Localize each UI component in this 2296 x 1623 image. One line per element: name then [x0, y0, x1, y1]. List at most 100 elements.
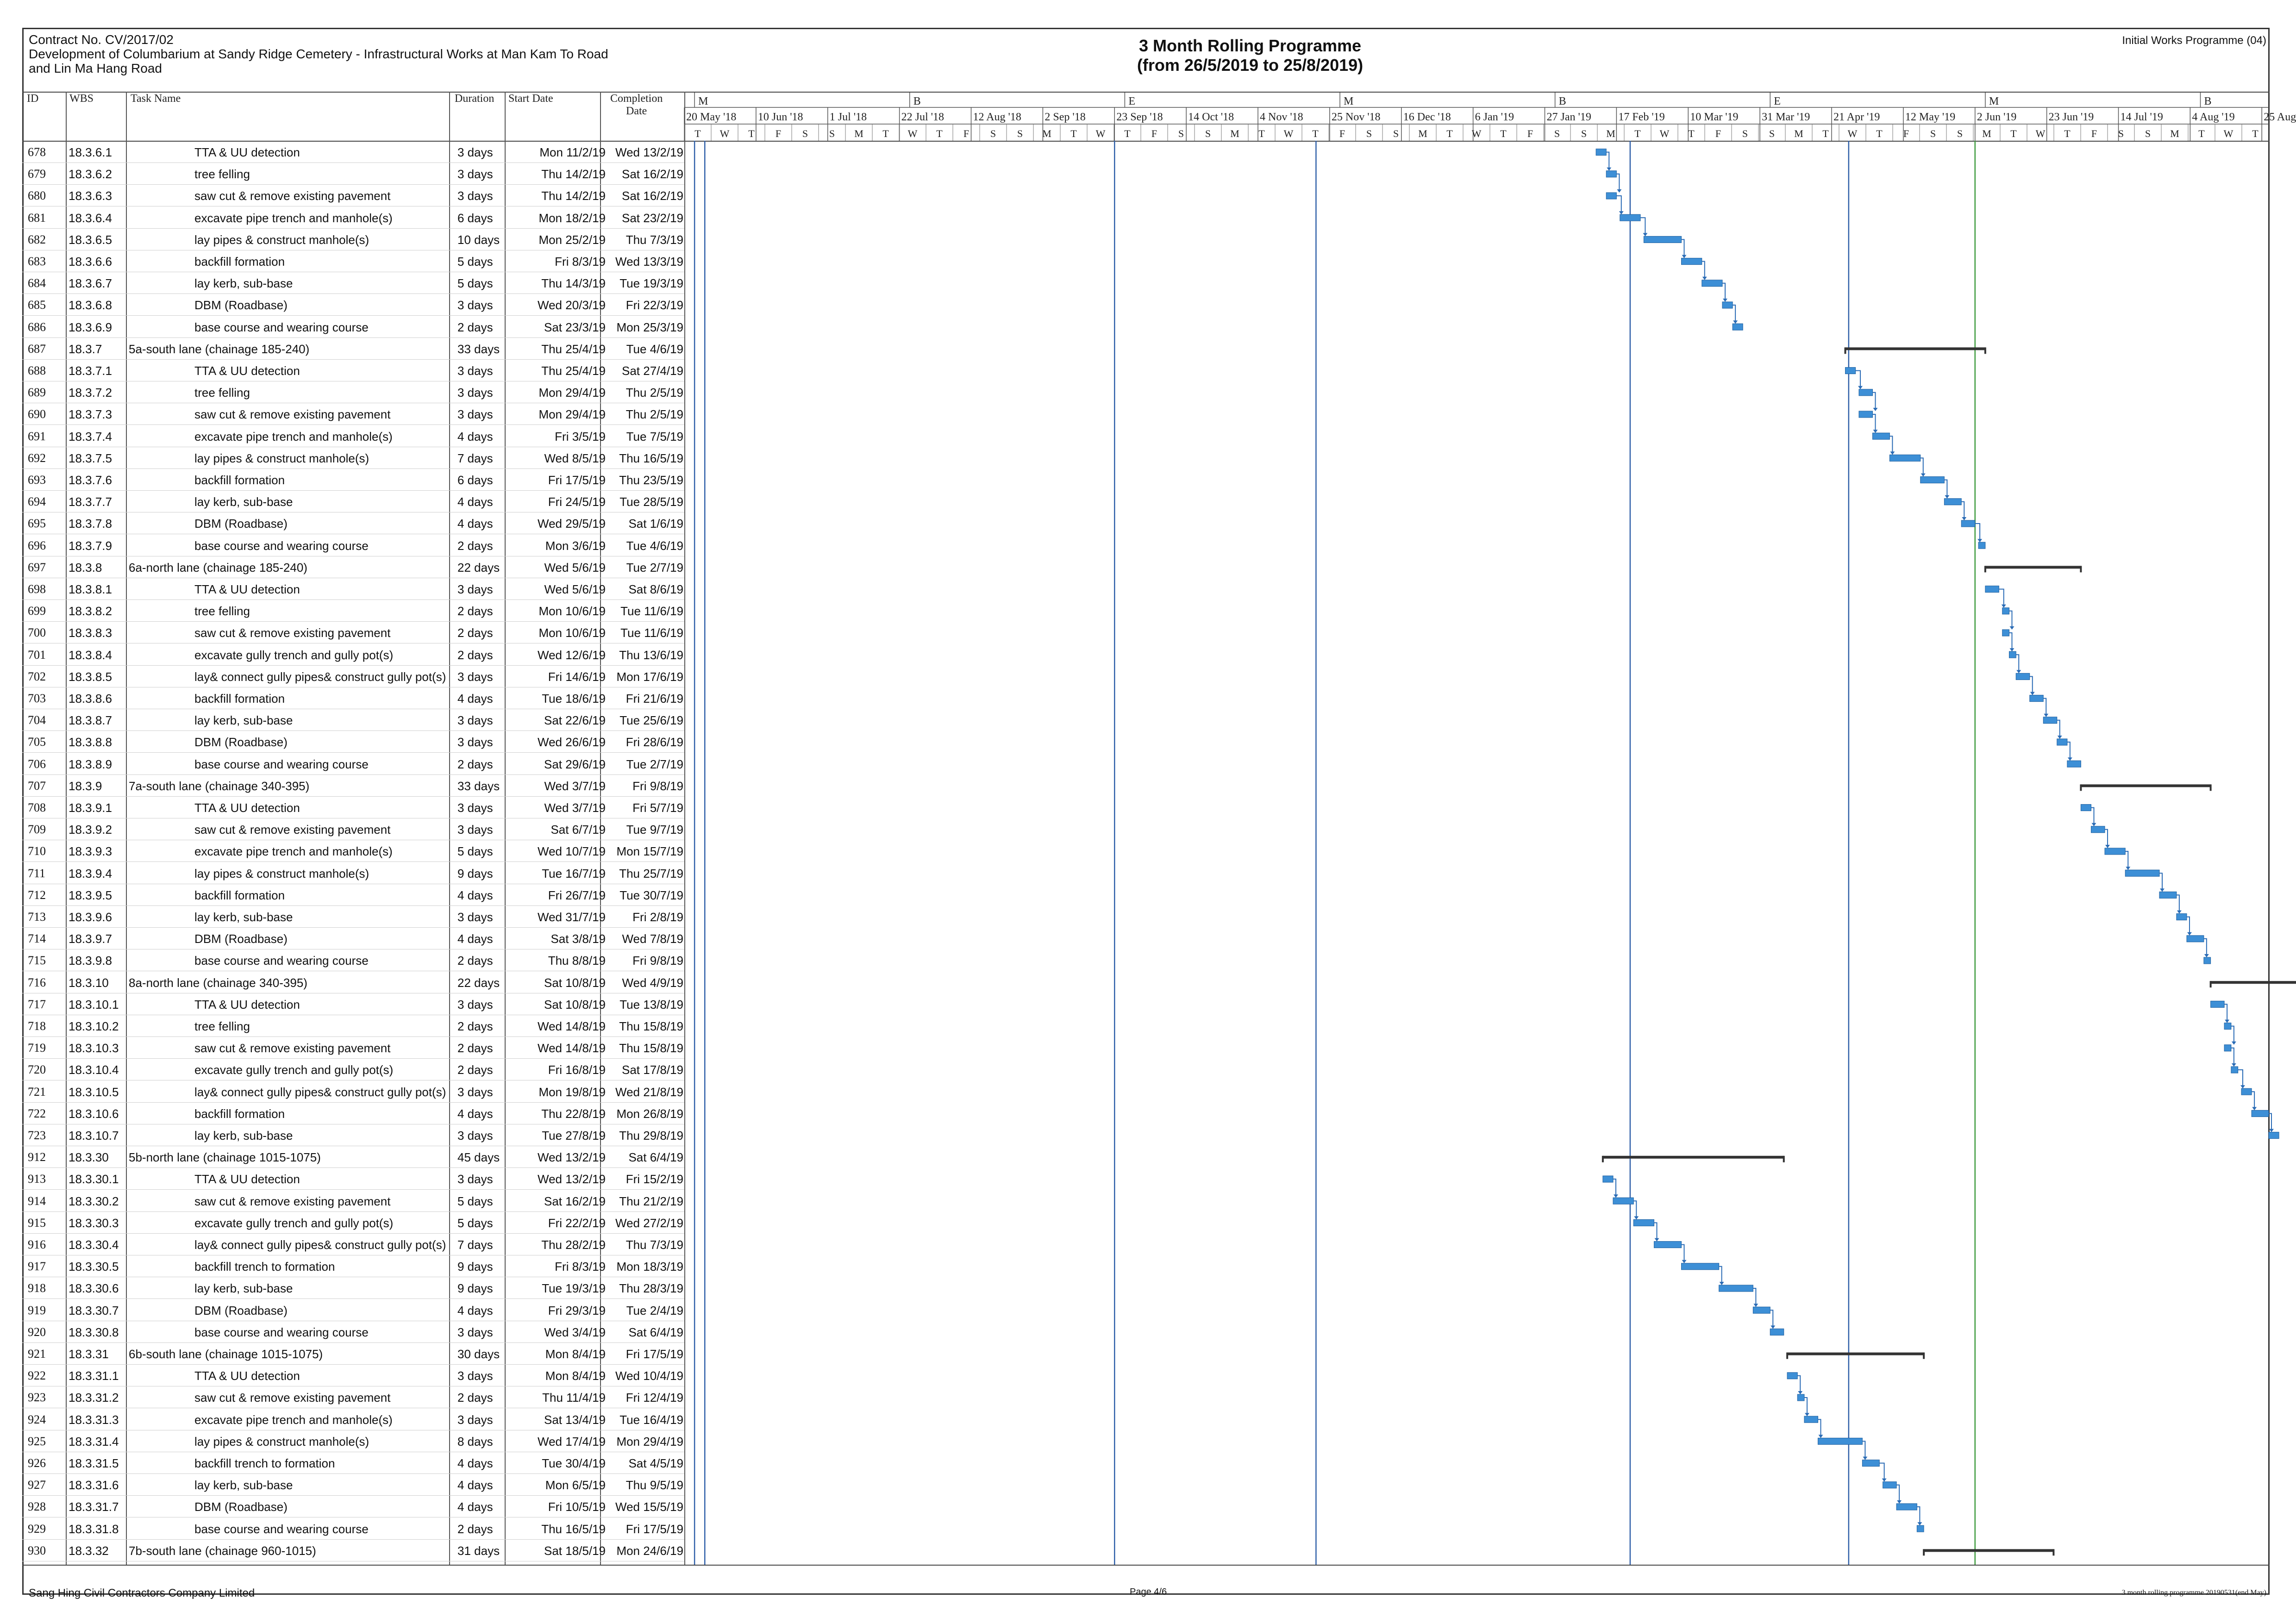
- table-row[interactable]: 703 18.3.8.6 backfill formation 4 days Tue 1…: [22, 687, 684, 709]
- task-id: 687: [28, 342, 46, 356]
- table-row[interactable]: 699 18.3.8.2 tree felling 2 days Mon 10/6/19…: [22, 600, 684, 622]
- table-row[interactable]: 687 18.3.7 5a-south lane (chainage 185-240…: [22, 338, 684, 360]
- table-row[interactable]: 678 18.3.6.1 TTA & UU detection 3 days Mon 1…: [22, 141, 684, 163]
- table-row[interactable]: 921 18.3.31 6b-south lane (chainage 1015-1…: [22, 1343, 684, 1365]
- timescale-day-label: S: [1769, 128, 1775, 139]
- table-row[interactable]: 720 18.3.10.4 excavate gully trench and gu…: [22, 1059, 684, 1081]
- table-row[interactable]: 701 18.3.8.4 excavate gully trench and gul…: [22, 644, 684, 666]
- table-row[interactable]: 912 18.3.30 5b-north lane (chainage 1015-1…: [22, 1146, 684, 1168]
- task-name: lay kerb, sub-base: [194, 1129, 293, 1142]
- table-row[interactable]: 721 18.3.10.5 lay& connect gully pipes& co…: [22, 1081, 684, 1103]
- table-row[interactable]: 682 18.3.6.5 lay pipes & construct manhole…: [22, 229, 684, 250]
- table-row[interactable]: 913 18.3.30.1 TTA & UU detection 3 days Wed …: [22, 1168, 684, 1190]
- task-name: base course and wearing course: [194, 1522, 369, 1536]
- table-row[interactable]: 695 18.3.7.8 DBM (Roadbase) 4 days Wed 29/5/…: [22, 512, 684, 535]
- table-row[interactable]: 693 18.3.7.6 backfill formation 6 days Fri 1…: [22, 469, 684, 491]
- table-row[interactable]: 680 18.3.6.3 saw cut & remove existing pav…: [22, 185, 684, 207]
- table-row[interactable]: 706 18.3.8.9 base course and wearing cours…: [22, 753, 684, 775]
- table-row[interactable]: 924 18.3.31.3 excavate pipe trench and man…: [22, 1409, 684, 1430]
- table-row[interactable]: 708 18.3.9.1 TTA & UU detection 3 days Wed 3…: [22, 797, 684, 818]
- task-id: 697: [28, 560, 46, 574]
- col-divider-duration: [505, 92, 506, 1565]
- task-start: Wed 31/7/19: [538, 910, 606, 924]
- table-row[interactable]: 698 18.3.8.1 TTA & UU detection 3 days Wed 5…: [22, 578, 684, 600]
- timescale-date-label: 2 Sep '18: [1045, 111, 1085, 123]
- table-row[interactable]: 713 18.3.9.6 lay kerb, sub-base 3 days Wed 3…: [22, 906, 684, 928]
- table-row[interactable]: 702 18.3.8.5 lay& connect gully pipes& con…: [22, 666, 684, 687]
- table-row[interactable]: 685 18.3.6.8 DBM (Roadbase) 3 days Wed 20/3/…: [22, 294, 684, 316]
- table-row[interactable]: 686 18.3.6.9 base course and wearing cours…: [22, 316, 684, 338]
- table-row[interactable]: 704 18.3.8.7 lay kerb, sub-base 3 days Sat 2…: [22, 709, 684, 731]
- table-row[interactable]: 705 18.3.8.8 DBM (Roadbase) 3 days Wed 26/6/…: [22, 731, 684, 753]
- table-row[interactable]: 717 18.3.10.1 TTA & UU detection 3 days Sat …: [22, 993, 684, 1015]
- table-row[interactable]: 710 18.3.9.3 excavate pipe trench and manh…: [22, 840, 684, 862]
- contract-title-continued: and Lin Ma Hang Road: [29, 61, 162, 75]
- table-row[interactable]: 915 18.3.30.3 excavate gully trench and gu…: [22, 1212, 684, 1234]
- table-row[interactable]: 690 18.3.7.3 saw cut & remove existing pav…: [22, 403, 684, 425]
- table-row[interactable]: 929 18.3.31.8 base course and wearing cour…: [22, 1518, 684, 1540]
- task-start: Sat 18/5/19: [544, 1543, 606, 1558]
- dependency-arrow: [2126, 867, 2131, 870]
- task-start: Wed 14/8/19: [538, 1041, 606, 1055]
- table-row[interactable]: 694 18.3.7.7 lay kerb, sub-base 4 days Fri 2…: [22, 491, 684, 513]
- table-row[interactable]: 919 18.3.30.7 DBM (Roadbase) 4 days Fri 29/3…: [22, 1299, 684, 1321]
- table-row[interactable]: 683 18.3.6.6 backfill formation 5 days Fri 8…: [22, 250, 684, 272]
- task-id: 698: [28, 582, 46, 596]
- table-row[interactable]: 689 18.3.7.2 tree felling 3 days Mon 29/4/19…: [22, 381, 684, 404]
- table-row[interactable]: 722 18.3.10.6 backfill formation 4 days Thu …: [22, 1103, 684, 1124]
- table-row[interactable]: 700 18.3.8.3 saw cut & remove existing pav…: [22, 622, 684, 644]
- table-row[interactable]: 714 18.3.9.7 DBM (Roadbase) 4 days Sat 3/8/1…: [22, 928, 684, 950]
- title-line-1: 3 Month Rolling Programme: [1139, 36, 1362, 55]
- table-row[interactable]: 922 18.3.31.1 TTA & UU detection 3 days Mon …: [22, 1365, 684, 1387]
- table-row[interactable]: 696 18.3.7.9 base course and wearing cours…: [22, 535, 684, 556]
- table-row[interactable]: 718 18.3.10.2 tree felling 2 days Wed 14/8/1…: [22, 1015, 684, 1037]
- table-row[interactable]: 711 18.3.9.4 lay pipes & construct manhole…: [22, 862, 684, 884]
- table-row[interactable]: 707 18.3.9 7a-south lane (chainage 340-395…: [22, 775, 684, 797]
- table-row[interactable]: 716 18.3.10 8a-north lane (chainage 340-39…: [22, 972, 684, 993]
- row-divider: [22, 1539, 684, 1540]
- table-row[interactable]: 709 18.3.9.2 saw cut & remove existing pav…: [22, 818, 684, 841]
- table-row[interactable]: 715 18.3.9.8 base course and wearing cours…: [22, 949, 684, 972]
- table-row[interactable]: 918 18.3.30.6 lay kerb, sub-base 9 days Tue …: [22, 1277, 684, 1299]
- table-row[interactable]: 692 18.3.7.5 lay pipes & construct manhole…: [22, 447, 684, 469]
- table-row[interactable]: 916 18.3.30.4 lay& connect gully pipes& co…: [22, 1234, 684, 1255]
- dependency-link: [1879, 1462, 1885, 1481]
- task-duration: 22 days: [457, 975, 500, 990]
- timescale-date-label: 10 Mar '19: [1690, 111, 1738, 123]
- table-row[interactable]: 691 18.3.7.4 excavate pipe trench and manh…: [22, 425, 684, 447]
- table-row[interactable]: 684 18.3.6.7 lay kerb, sub-base 5 days Thu 1…: [22, 272, 684, 294]
- table-row[interactable]: 923 18.3.31.2 saw cut & remove existing pa…: [22, 1386, 684, 1409]
- table-row[interactable]: 723 18.3.10.7 lay kerb, sub-base 3 days Tue …: [22, 1124, 684, 1146]
- task-duration: 3 days: [457, 407, 493, 422]
- table-row[interactable]: 697 18.3.8 6a-north lane (chainage 185-240…: [22, 556, 684, 578]
- table-row[interactable]: 928 18.3.31.7 DBM (Roadbase) 4 days Fri 10/5…: [22, 1496, 684, 1518]
- task-wbs: 18.3.8.1: [69, 582, 112, 596]
- task-wbs: 18.3.7.2: [69, 386, 112, 400]
- table-row[interactable]: 920 18.3.30.8 base course and wearing cour…: [22, 1321, 684, 1343]
- table-row[interactable]: 925 18.3.31.4 lay pipes & construct manhol…: [22, 1430, 684, 1452]
- task-name: lay& connect gully pipes& construct gull…: [194, 669, 446, 684]
- task-bar: [2043, 717, 2058, 724]
- task-name: excavate pipe trench and manhole(s): [194, 429, 393, 443]
- task-finish: Mon 29/4/19: [616, 1434, 683, 1448]
- dependency-arrow: [2091, 823, 2096, 826]
- table-row[interactable]: 930 18.3.32 7b-south lane (chainage 960-10…: [22, 1540, 684, 1561]
- task-finish: Sat 6/4/19: [628, 1150, 683, 1165]
- task-name: 7a-south lane (chainage 340-395): [129, 779, 310, 793]
- task-bar: [1858, 411, 1873, 418]
- dependency-arrow: [1977, 539, 1983, 543]
- dependency-link: [1654, 1222, 1658, 1241]
- dependency-link: [2238, 1069, 2243, 1088]
- table-row[interactable]: 679 18.3.6.2 tree felling 3 days Thu 14/2/19…: [22, 163, 684, 185]
- task-name: base course and wearing course: [194, 538, 369, 553]
- table-row[interactable]: 914 18.3.30.2 saw cut & remove existing pa…: [22, 1190, 684, 1212]
- table-row[interactable]: 926 18.3.31.5 backfill trench to formation…: [22, 1452, 684, 1474]
- table-row[interactable]: 719 18.3.10.3 saw cut & remove existing pa…: [22, 1037, 684, 1059]
- table-row[interactable]: 927 18.3.31.6 lay kerb, sub-base 4 days Mon …: [22, 1474, 684, 1496]
- row-divider: [22, 861, 684, 862]
- table-row[interactable]: 917 18.3.30.5 backfill trench to formation…: [22, 1255, 684, 1278]
- table-row[interactable]: 712 18.3.9.5 backfill formation 4 days Fri 2…: [22, 884, 684, 906]
- summary-bar-end-cap: [2209, 784, 2212, 791]
- table-row[interactable]: 681 18.3.6.4 excavate pipe trench and manh…: [22, 207, 684, 229]
- table-row[interactable]: 688 18.3.7.1 TTA & UU detection 3 days Thu 2…: [22, 360, 684, 381]
